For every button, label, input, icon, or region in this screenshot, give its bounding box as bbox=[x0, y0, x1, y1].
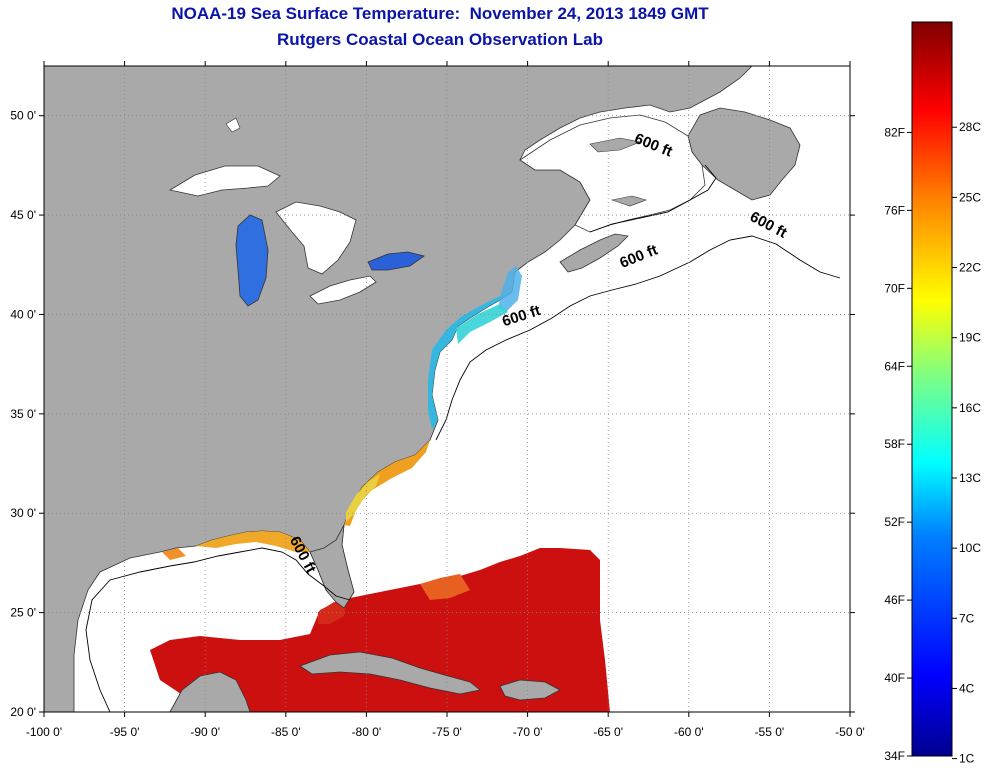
y-axis: 20 0' 25 0' 30 0' 35 0' 40 0' 45 0' 50 0' bbox=[10, 109, 855, 719]
colorbar-label-c: 16C bbox=[959, 401, 981, 415]
colorbar-label-f: 46F bbox=[884, 593, 905, 607]
colorbar-label-f: 64F bbox=[884, 359, 905, 373]
sst-gulf-of-maine bbox=[498, 266, 522, 312]
isobath-gulf bbox=[85, 547, 351, 712]
x-tick-label: -75 0' bbox=[432, 725, 462, 739]
colorbar-label-f: 52F bbox=[884, 515, 905, 529]
colorbar-label-c: 13C bbox=[959, 471, 981, 485]
lake-michigan bbox=[235, 214, 269, 307]
colorbar-label-f: 76F bbox=[884, 203, 905, 217]
land-yucatan-overlay bbox=[169, 671, 251, 712]
land-hispaniola-overlay bbox=[499, 679, 561, 701]
colorbar-celsius: 28C 25C 22C 19C 16C 13C 10C 7C 4C 1C bbox=[952, 120, 981, 766]
colorbar-label-c: 10C bbox=[959, 541, 981, 555]
lake-erie bbox=[309, 275, 377, 305]
sst-caribbean-orange bbox=[420, 574, 470, 600]
x-tick-label: -50 0' bbox=[835, 725, 865, 739]
colorbar-label-c: 7C bbox=[959, 611, 975, 625]
x-tick-label: -55 0' bbox=[755, 725, 785, 739]
x-tick-label: -100 0' bbox=[26, 725, 62, 739]
sst-carolinas-yellow bbox=[346, 474, 380, 522]
y-tick-label: 30 0' bbox=[10, 506, 36, 520]
lake-nipigon bbox=[225, 117, 241, 133]
x-axis: -100 0' -95 0' -90 0' -85 0' -80 0' -75 0' -70… bbox=[26, 61, 865, 739]
land-cuba-overlay bbox=[299, 651, 481, 695]
colorbar-label-c: 25C bbox=[959, 190, 981, 204]
colorbar bbox=[911, 21, 953, 757]
x-tick-label: -60 0' bbox=[674, 725, 704, 739]
colorbar-label-c: 1C bbox=[959, 752, 975, 766]
map-title: NOAA-19 Sea Surface Temperature: Novembe… bbox=[171, 4, 709, 23]
land-pei bbox=[610, 195, 647, 207]
x-tick-label: -90 0' bbox=[190, 725, 220, 739]
sst-northeast-cold bbox=[428, 292, 512, 430]
colorbar-label-c: 19C bbox=[959, 331, 981, 345]
x-tick-label: -65 0' bbox=[593, 725, 623, 739]
colorbar-label-f: 58F bbox=[884, 437, 905, 451]
colorbar-label-c: 28C bbox=[959, 120, 981, 134]
land-nova-scotia bbox=[559, 233, 629, 273]
lake-huron bbox=[275, 201, 357, 275]
lake-superior bbox=[168, 165, 281, 197]
x-tick-label: -70 0' bbox=[513, 725, 543, 739]
x-tick-label: -80 0' bbox=[352, 725, 382, 739]
isobath-east-coast bbox=[435, 235, 841, 441]
y-tick-label: 50 0' bbox=[10, 109, 36, 123]
y-tick-label: 45 0' bbox=[10, 208, 36, 222]
y-tick-label: 25 0' bbox=[10, 606, 36, 620]
colorbar-label-c: 22C bbox=[959, 261, 981, 275]
sst-gulf-north-warm bbox=[196, 531, 310, 552]
land-anticosti bbox=[589, 137, 642, 153]
colorbar-label-f: 82F bbox=[884, 125, 905, 139]
land-newfoundland bbox=[687, 107, 801, 201]
sst-gulf-west-warm bbox=[162, 548, 186, 560]
colorbar-label-f: 40F bbox=[884, 671, 905, 685]
x-tick-label: -85 0' bbox=[271, 725, 301, 739]
isobath-st-lawrence bbox=[589, 164, 717, 233]
sst-carolinas-warm bbox=[344, 440, 430, 526]
land-florida-overlay bbox=[309, 524, 355, 609]
y-tick-label: 20 0' bbox=[10, 705, 36, 719]
sst-data bbox=[150, 266, 610, 712]
x-tick-label: -95 0' bbox=[110, 725, 140, 739]
isobath-600ft bbox=[85, 164, 841, 712]
y-tick-label: 40 0' bbox=[10, 307, 36, 321]
map-subtitle: Rutgers Coastal Ocean Observation Lab bbox=[277, 30, 603, 49]
colorbar-label-f: 34F bbox=[884, 749, 905, 763]
y-tick-label: 35 0' bbox=[10, 407, 36, 421]
sst-nyb-band bbox=[456, 304, 508, 344]
sst-caribbean-red bbox=[150, 548, 610, 712]
colorbar-fahrenheit: 82F 76F 70F 64F 58F 52F 46F 40F 34F bbox=[884, 125, 912, 763]
colorbar-label-f: 70F bbox=[884, 281, 905, 295]
colorbar-label-c: 4C bbox=[959, 681, 975, 695]
lake-ontario bbox=[367, 251, 425, 271]
